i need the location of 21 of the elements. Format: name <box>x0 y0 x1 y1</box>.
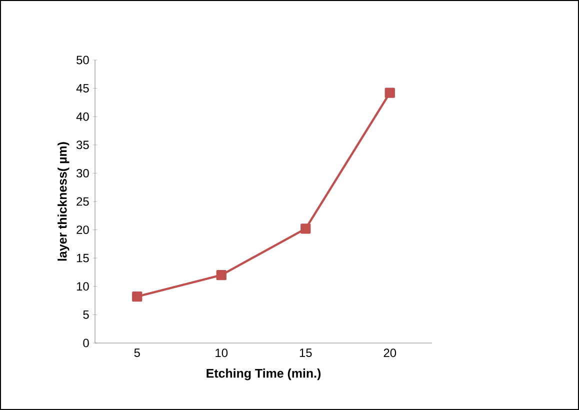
y-tick-label: 10 <box>76 282 89 291</box>
y-tick-label: 20 <box>76 226 89 234</box>
point <box>384 88 395 98</box>
y-tick-label: 30 <box>76 168 89 178</box>
x-tick-label: 5 <box>134 348 140 357</box>
x-axis-title: Etching Time (min.) <box>206 368 321 380</box>
y-tick-label: 35 <box>76 140 89 150</box>
y-tick-label: 15 <box>76 254 89 262</box>
y-tick-label: 25 <box>76 197 89 206</box>
x-tick-label: 20 <box>384 348 396 358</box>
y-tick-label: 0 <box>83 338 89 348</box>
y-tick-label: 50 <box>76 56 89 64</box>
x-tick-label: 15 <box>300 348 312 357</box>
point <box>300 224 311 234</box>
y-tick-label: 40 <box>76 112 89 121</box>
y-axis-title: layer thickness( µm) <box>58 142 70 261</box>
y-tick-label: 5 <box>83 310 89 319</box>
x-tick-label: 10 <box>216 348 228 358</box>
y-tick-label: 45 <box>76 84 89 92</box>
point <box>132 292 142 302</box>
point <box>216 270 226 280</box>
